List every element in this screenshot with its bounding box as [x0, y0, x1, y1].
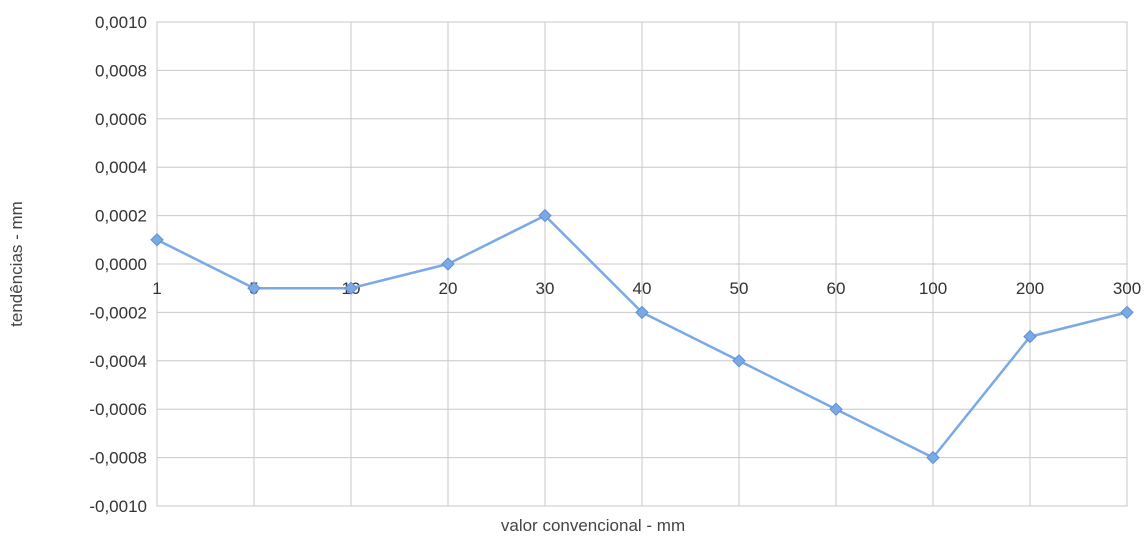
data-point-marker	[1120, 305, 1134, 320]
x-tick-label: 30	[536, 279, 555, 298]
data-point-marker	[247, 281, 261, 295]
x-tick-label: 60	[827, 279, 846, 298]
y-tick-label: -0,0010	[89, 497, 147, 516]
y-axis-tick-labels: 0,0010 0,0008 0,0006 0,0004 0,0002 0,0000 -0,0…	[89, 13, 147, 516]
data-point-marker	[344, 281, 358, 295]
data-point-marker	[1023, 329, 1037, 344]
data-point-marker	[150, 233, 164, 247]
y-tick-label: 0,0002	[95, 207, 147, 226]
y-tick-label: 0,0006	[95, 110, 147, 129]
data-point-marker	[441, 257, 455, 271]
series-layer	[150, 208, 1134, 465]
y-tick-label: -0,0004	[89, 352, 147, 371]
x-tick-label: 1	[152, 279, 161, 298]
x-tick-label: 200	[1016, 279, 1044, 298]
y-tick-label: -0,0002	[89, 303, 147, 322]
x-tick-label: 100	[919, 279, 947, 298]
y-tick-label: -0,0008	[89, 449, 147, 468]
x-tick-label: 50	[730, 279, 749, 298]
x-axis-tick-labels: 15102030405060100200300	[152, 279, 1141, 298]
data-point-marker	[635, 305, 649, 320]
grid-lines	[156, 21, 1128, 507]
y-tick-label: 0,0008	[95, 61, 147, 80]
x-tick-label: 40	[633, 279, 652, 298]
data-point-marker	[538, 208, 552, 223]
x-tick-label: 20	[439, 279, 458, 298]
data-point-marker	[926, 450, 940, 465]
y-axis-title: tendências - mm	[7, 201, 26, 327]
y-tick-label: 0,0000	[95, 255, 147, 274]
x-axis-title: valor convencional - mm	[501, 516, 685, 535]
y-tick-label: -0,0006	[89, 400, 147, 419]
data-point-marker	[732, 354, 746, 368]
data-point-marker	[829, 402, 843, 416]
y-tick-label: 0,0004	[95, 158, 147, 177]
plot-frame	[156, 21, 1128, 507]
x-tick-label: 300	[1113, 279, 1141, 298]
y-tick-label: 0,0010	[95, 13, 147, 32]
